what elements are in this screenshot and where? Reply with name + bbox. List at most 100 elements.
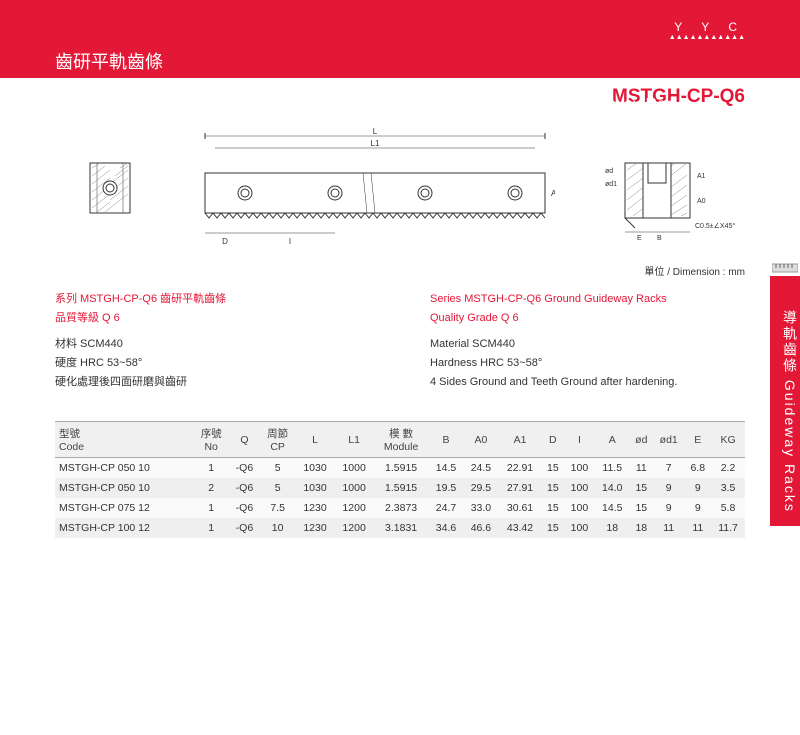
th-code: 型號Code (55, 422, 193, 458)
svg-text:ød1: ød1 (605, 181, 617, 188)
cell-kg: 11.7 (711, 518, 745, 538)
process-cn: 硬化處理後四面研磨與齒研 (55, 373, 370, 392)
cell-no: 1 (193, 458, 229, 479)
svg-text:I: I (289, 237, 291, 246)
process-en: 4 Sides Ground and Teeth Ground after ha… (430, 373, 745, 392)
th-no: 序號No (193, 422, 229, 458)
side-view-svg: L L1 D I A (195, 128, 555, 248)
cell-code: MSTGH-CP 100 12 (55, 518, 193, 538)
detail-svg: ød ød1 A1 A0 C0.5±∠X45° E B (595, 158, 745, 243)
cell-kg: 2.2 (711, 458, 745, 479)
svg-text:A0: A0 (697, 198, 706, 205)
cell-b: 19.5 (429, 478, 464, 498)
th-l1: L1 (335, 422, 374, 458)
cell-a: 14.0 (595, 478, 630, 498)
cell-d: 15 (542, 498, 564, 518)
cell-l: 1230 (295, 498, 334, 518)
cell-mod: 2.3873 (374, 498, 429, 518)
cell-q: -Q6 (229, 478, 260, 498)
svg-text:ød: ød (605, 168, 613, 175)
cell-code: MSTGH-CP 050 10 (55, 478, 193, 498)
cell-d: 15 (542, 478, 564, 498)
side-view-drawing: L L1 D I A (195, 128, 555, 253)
cell-e: 9 (684, 498, 711, 518)
table-row: MSTGH-CP 050 102-Q65103010001.591519.529… (55, 478, 745, 498)
cell-od1: 9 (653, 478, 685, 498)
cell-a0: 46.6 (463, 518, 498, 538)
svg-text:L: L (373, 128, 378, 136)
hardness-en: Hardness HRC 53~58° (430, 354, 745, 373)
dimension-unit-label: 單位 / Dimension : mm (55, 263, 745, 278)
cell-i: 100 (564, 458, 595, 479)
cell-e: 11 (684, 518, 711, 538)
svg-text:D: D (222, 237, 228, 246)
cell-d: 15 (542, 458, 564, 479)
cell-cp: 5 (260, 478, 296, 498)
table-header: 型號Code 序號No Q 周節CP L L1 模 數Module B A0 A… (55, 422, 745, 458)
info-columns: 系列 MSTGH-CP-Q6 齒研平軌齒條 品質等級 Q 6 材料 SCM440… (55, 290, 745, 391)
info-column-cn: 系列 MSTGH-CP-Q6 齒研平軌齒條 品質等級 Q 6 材料 SCM440… (55, 290, 370, 391)
cell-i: 100 (564, 478, 595, 498)
cell-kg: 5.8 (711, 498, 745, 518)
th-cp: 周節CP (260, 422, 296, 458)
cell-od1: 11 (653, 518, 685, 538)
series-en: Series MSTGH-CP-Q6 Ground Guideway Racks (430, 290, 745, 309)
cell-q: -Q6 (229, 518, 260, 538)
cell-mod: 1.5915 (374, 478, 429, 498)
table-row: MSTGH-CP 100 121-Q610123012003.183134.64… (55, 518, 745, 538)
detail-drawing: ød ød1 A1 A0 C0.5±∠X45° E B (595, 158, 745, 248)
cell-mod: 3.1831 (374, 518, 429, 538)
cell-code: MSTGH-CP 075 12 (55, 498, 193, 518)
cell-b: 34.6 (429, 518, 464, 538)
grade-cn: 品質等級 Q 6 (55, 309, 370, 328)
technical-drawings: L L1 D I A (55, 118, 745, 248)
cell-q: -Q6 (229, 498, 260, 518)
cell-od: 11 (630, 458, 653, 479)
th-l: L (295, 422, 334, 458)
content-area: L L1 D I A (0, 118, 800, 538)
cell-cp: 7.5 (260, 498, 296, 518)
cell-l1: 1000 (335, 478, 374, 498)
cell-no: 2 (193, 478, 229, 498)
brand-logo: Y Y C (674, 20, 745, 34)
cell-a: 11.5 (595, 458, 630, 479)
logo-teeth-icon: ▲▲▲▲▲▲▲▲▲▲▲ (669, 34, 745, 41)
table-row: MSTGH-CP 075 121-Q67.5123012002.387324.7… (55, 498, 745, 518)
svg-text:L1: L1 (371, 139, 380, 148)
cell-l: 1230 (295, 518, 334, 538)
cell-cp: 5 (260, 458, 296, 479)
th-a0: A0 (463, 422, 498, 458)
page-header: Y Y C ▲▲▲▲▲▲▲▲▲▲▲ 齒研平軌齒條 Ground Guideway… (0, 0, 800, 78)
cell-e: 6.8 (684, 458, 711, 479)
grade-en: Quality Grade Q 6 (430, 309, 745, 328)
series-cn: 系列 MSTGH-CP-Q6 齒研平軌齒條 (55, 290, 370, 309)
cell-od: 18 (630, 518, 653, 538)
th-a: A (595, 422, 630, 458)
table-row: MSTGH-CP 050 101-Q65103010001.591514.524… (55, 458, 745, 479)
th-b: B (429, 422, 464, 458)
table-body: MSTGH-CP 050 101-Q65103010001.591514.524… (55, 458, 745, 539)
hardness-cn: 硬度 HRC 53~58° (55, 354, 370, 373)
title-cn-text: 齒研平軌齒條 (55, 52, 163, 72)
material-cn: 材料 SCM440 (55, 335, 370, 354)
cell-l1: 1200 (335, 518, 374, 538)
cell-i: 100 (564, 498, 595, 518)
cell-d: 15 (542, 518, 564, 538)
side-tab: 導軌齒條 Guideway Racks (770, 276, 800, 526)
cell-b: 14.5 (429, 458, 464, 479)
th-d: D (542, 422, 564, 458)
spec-table: 型號Code 序號No Q 周節CP L L1 模 數Module B A0 A… (55, 421, 745, 538)
cell-mod: 1.5915 (374, 458, 429, 479)
cell-a: 18 (595, 518, 630, 538)
cell-a1: 43.42 (498, 518, 541, 538)
cell-l: 1030 (295, 458, 334, 479)
cell-a0: 33.0 (463, 498, 498, 518)
cell-no: 1 (193, 518, 229, 538)
svg-text:C0.5±∠X45°: C0.5±∠X45° (695, 222, 735, 230)
cell-l1: 1200 (335, 498, 374, 518)
cell-e: 9 (684, 478, 711, 498)
cell-od: 15 (630, 498, 653, 518)
cross-section-drawing (85, 158, 135, 223)
cell-a0: 29.5 (463, 478, 498, 498)
th-od: ød (630, 422, 653, 458)
